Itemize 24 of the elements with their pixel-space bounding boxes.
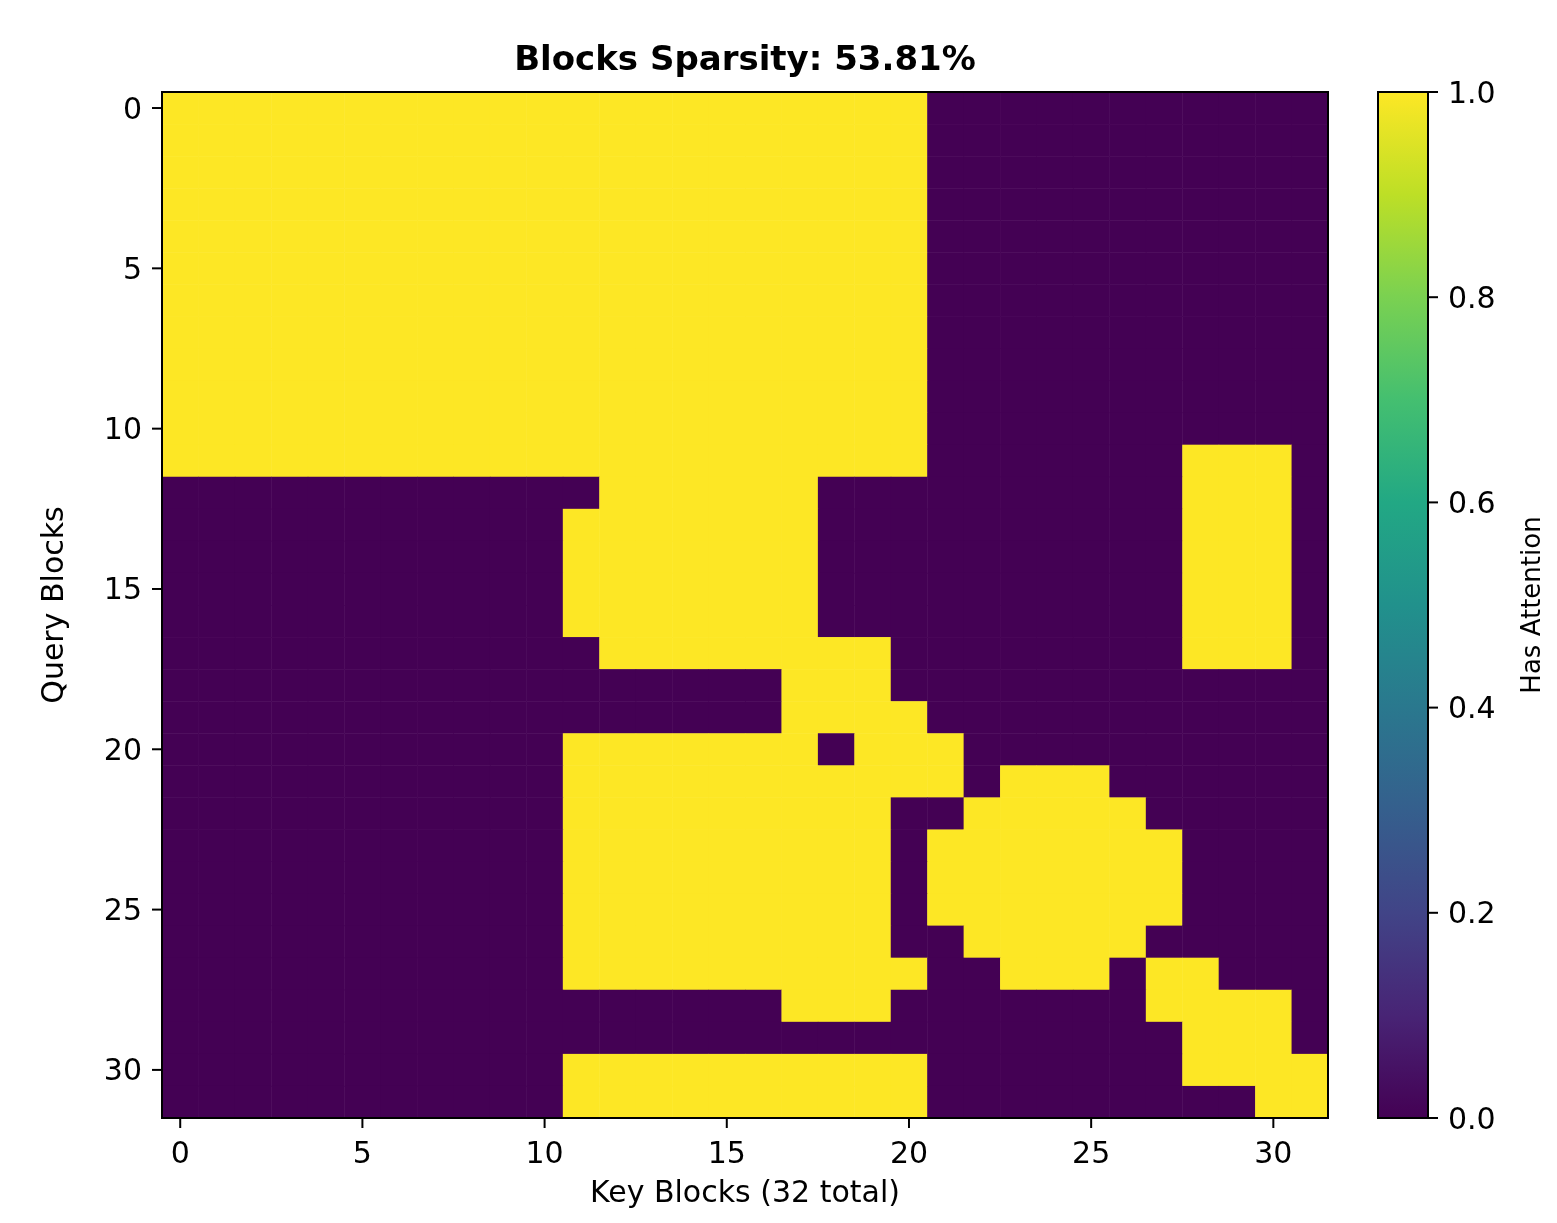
- color-bar-label: 0.2: [1448, 895, 1496, 931]
- color-bar-label: 0.6: [1448, 484, 1496, 520]
- y-tick-label: 5: [122, 250, 142, 286]
- x-tick-label: 30: [1254, 1135, 1293, 1170]
- x-tick-label: 20: [889, 1135, 929, 1170]
- color-bar-title: Has Attention: [1516, 516, 1546, 694]
- x-tick-label: 10: [525, 1135, 564, 1170]
- y-tick-label: 20: [103, 731, 142, 767]
- x-axis-title: Key Blocks (32 total): [590, 1174, 900, 1209]
- x-tick-label: 15: [707, 1135, 746, 1170]
- y-axis-title: Query Blocks: [35, 506, 70, 704]
- color-bar-label: 0.4: [1448, 690, 1496, 726]
- x-tick-label: 5: [352, 1135, 372, 1170]
- color-bar-label: 0.0: [1448, 1100, 1496, 1136]
- x-tick-label: 0: [170, 1135, 190, 1170]
- x-tick-label: 25: [1072, 1135, 1111, 1170]
- y-tick-label: 15: [103, 571, 142, 607]
- y-tick-label: 0: [122, 90, 142, 126]
- y-tick-label: 30: [103, 1052, 142, 1088]
- color-bar-label: 0.8: [1448, 279, 1496, 315]
- color-bar-label: 1.0: [1448, 74, 1496, 110]
- chart-title: Blocks Sparsity: 53.81%: [514, 38, 976, 78]
- y-tick-label: 25: [103, 892, 142, 928]
- y-tick-label: 10: [103, 411, 142, 447]
